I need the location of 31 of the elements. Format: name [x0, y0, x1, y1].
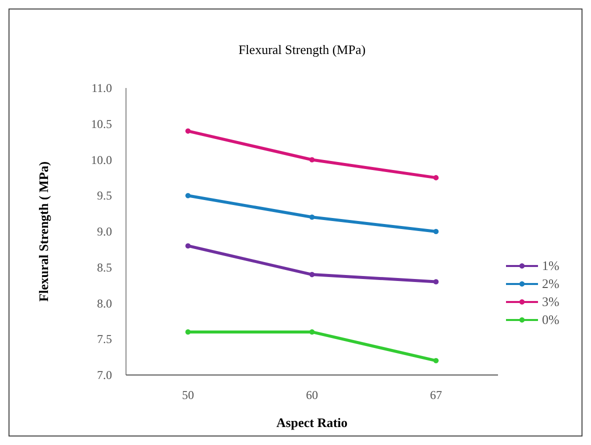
point: [309, 157, 315, 162]
point: [433, 358, 439, 364]
y-tick-label: 7.5: [97, 332, 112, 346]
legend-label: 1%: [542, 258, 560, 273]
legend-label: 0%: [542, 312, 560, 327]
x-axis-title: Aspect Ratio: [276, 415, 348, 430]
y-tick-label: 10.0: [91, 152, 112, 167]
y-tick-label: 8.0: [97, 296, 112, 310]
y-tick-label: 11.0: [91, 81, 112, 95]
y-tick-label: 9.5: [97, 188, 112, 203]
point: [185, 329, 191, 335]
point: [309, 329, 315, 335]
point: [185, 192, 191, 198]
legend-label: 2%: [542, 276, 560, 291]
point: [185, 128, 191, 134]
point: [309, 272, 315, 278]
point: [433, 175, 439, 180]
point: [433, 279, 439, 284]
y-tick-label: 7.0: [97, 368, 112, 382]
x-tick-label: 60: [306, 388, 318, 402]
y-tick-label: 8.5: [97, 260, 112, 274]
y-tick-label: 10.5: [91, 116, 112, 131]
legend-label: 3%: [542, 294, 560, 309]
y-tick-label: 9.0: [97, 224, 112, 238]
x-tick-label: 50: [182, 388, 194, 402]
x-tick-label: 67: [430, 388, 442, 402]
point: [185, 243, 191, 248]
point: [309, 214, 315, 220]
y-axis-title: Flexural Strength ( MPa): [36, 161, 51, 302]
chart-title: Flexural Strength (MPa): [238, 42, 366, 57]
point: [433, 228, 439, 234]
